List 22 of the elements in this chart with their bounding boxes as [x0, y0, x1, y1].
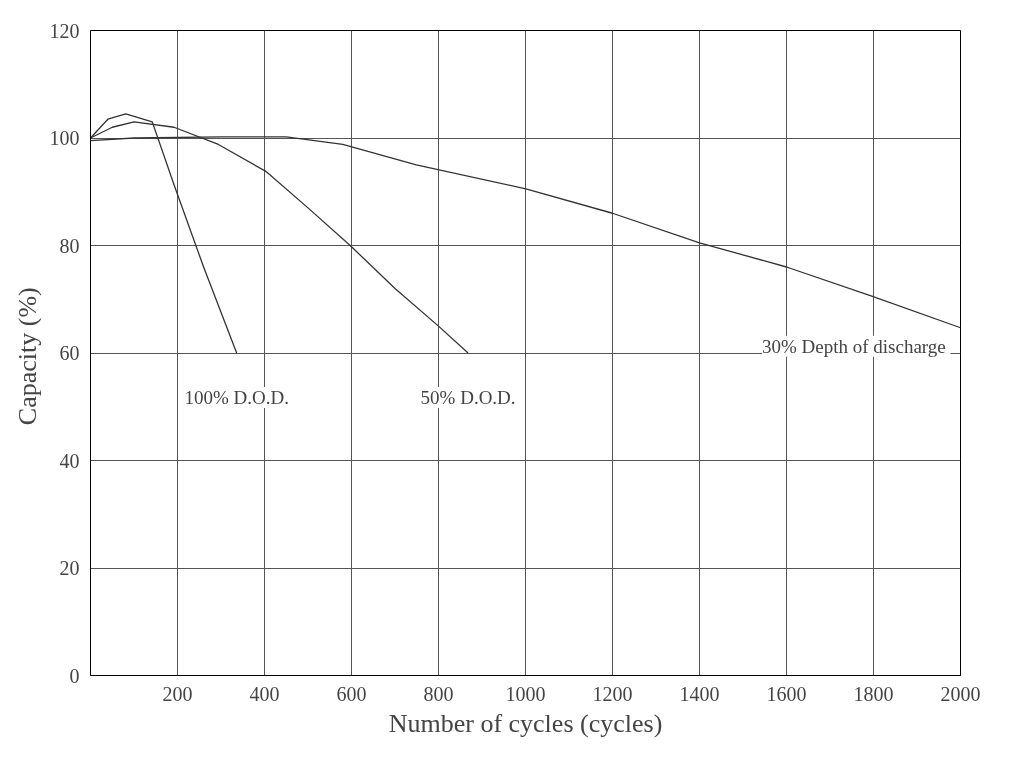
y-tick-label: 100 — [49, 127, 80, 149]
y-tick-label: 80 — [59, 234, 80, 257]
x-tick-label: 800 — [423, 682, 454, 705]
y-axis-title: Capacity (%) — [12, 287, 42, 426]
y-tick-label: 0 — [69, 664, 80, 687]
y-tick-label: 40 — [59, 449, 80, 472]
x-tick-label: 1200 — [592, 682, 633, 705]
x-tick-label: 1800 — [853, 682, 894, 705]
x-tick-label: 1400 — [679, 682, 720, 705]
x-axis-title: Number of cycles (cycles) — [388, 708, 663, 738]
y-tick-label: 20 — [59, 557, 80, 579]
y-tick-label: 60 — [59, 342, 80, 364]
x-tick-label: 400 — [249, 682, 280, 705]
y-tick-label: 120 — [49, 19, 80, 42]
x-tick-label: 200 — [162, 682, 193, 705]
annotation: 100% D.O.D. — [184, 387, 289, 408]
x-tick-label: 1600 — [766, 682, 807, 705]
annotation: 50% D.O.D. — [420, 387, 516, 408]
annotation: 30% Depth of discharge — [761, 335, 946, 357]
x-tick-label: 600 — [336, 682, 367, 705]
x-tick-label: 1000 — [505, 682, 546, 705]
x-tick-label: 2000 — [940, 682, 981, 705]
